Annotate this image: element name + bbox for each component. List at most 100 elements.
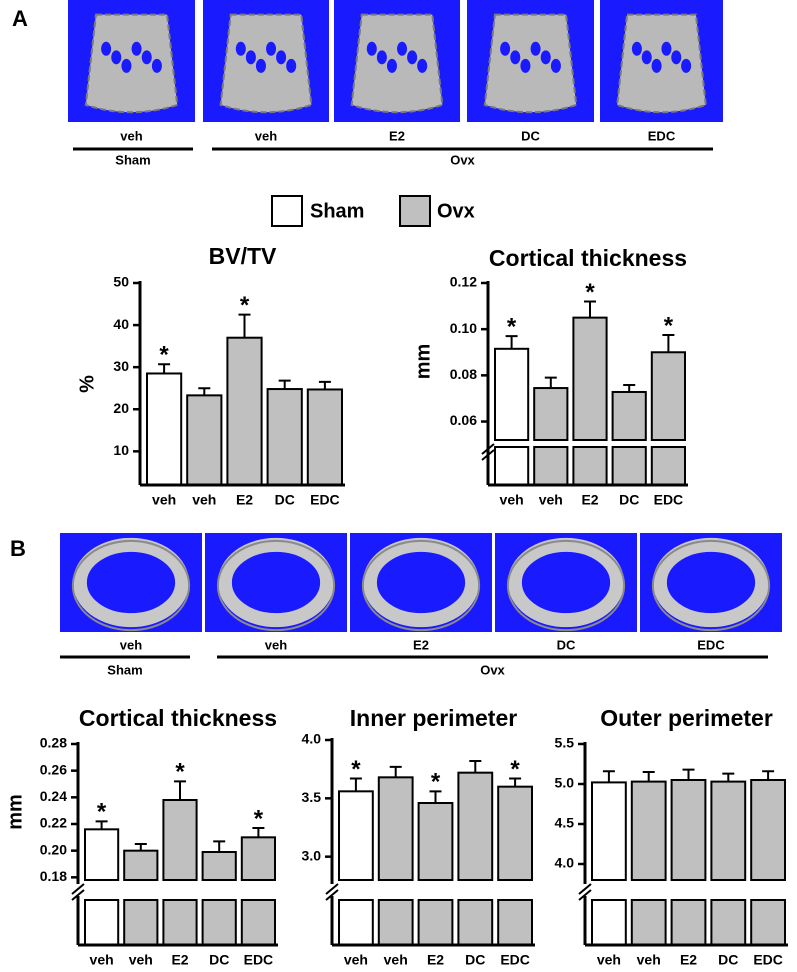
significance-mark: * bbox=[664, 312, 674, 339]
error-bar bbox=[349, 777, 362, 792]
error-bar bbox=[198, 387, 211, 396]
x-tick-label: veh bbox=[90, 952, 114, 968]
bone-pore bbox=[151, 58, 162, 73]
error-bar bbox=[389, 765, 402, 778]
bar bbox=[266, 388, 303, 486]
y-tick-label: 0.22 bbox=[40, 815, 67, 831]
bone-trabecular bbox=[350, 13, 444, 114]
bar bbox=[650, 351, 686, 441]
bar-base bbox=[84, 899, 120, 946]
error-bar bbox=[662, 333, 675, 353]
significance-mark: * bbox=[254, 805, 264, 832]
bar-base bbox=[572, 446, 608, 486]
group-label: Ovx bbox=[450, 152, 475, 167]
bar bbox=[338, 790, 374, 881]
chart-title: Outer perimeter bbox=[600, 705, 773, 731]
x-tick-label: DC bbox=[718, 952, 738, 968]
x-tick-label: veh bbox=[539, 492, 563, 508]
bar-base bbox=[240, 899, 277, 946]
x-tick-label: veh bbox=[500, 492, 524, 508]
y-tick-label: 0.20 bbox=[40, 841, 67, 857]
bar-base bbox=[338, 899, 374, 946]
bar bbox=[710, 780, 747, 881]
x-tick-label: EDC bbox=[654, 492, 684, 508]
bar bbox=[240, 836, 277, 881]
bone-pore bbox=[376, 50, 387, 65]
bone-ring-edge bbox=[216, 539, 336, 632]
bone-pore bbox=[286, 58, 297, 73]
image-label: veh bbox=[120, 637, 142, 652]
bar-base bbox=[650, 446, 686, 486]
axis-break bbox=[325, 883, 339, 901]
bar bbox=[494, 347, 530, 442]
x-tick-label: veh bbox=[344, 952, 368, 968]
error-bar bbox=[623, 384, 636, 392]
significance-mark: * bbox=[351, 756, 361, 783]
significance-mark: * bbox=[510, 756, 520, 783]
y-tick-label: 0.18 bbox=[40, 868, 67, 884]
y-axis-label: mm bbox=[4, 794, 26, 830]
bone-pore bbox=[530, 41, 541, 56]
group-label: Sham bbox=[107, 662, 142, 677]
legend-label: Sham bbox=[310, 200, 364, 222]
bone-pore bbox=[550, 58, 561, 73]
bar-base bbox=[417, 899, 454, 946]
bar bbox=[572, 316, 608, 441]
bone-pore bbox=[407, 50, 418, 65]
bar bbox=[457, 771, 494, 882]
x-tick-label: EDC bbox=[310, 492, 340, 508]
y-tick-label: 0.06 bbox=[450, 412, 477, 428]
y-tick-label: 0.24 bbox=[40, 788, 67, 804]
bone-pore bbox=[131, 41, 142, 56]
bone-pore bbox=[500, 41, 511, 56]
bone-ring-edge bbox=[361, 539, 481, 632]
x-tick-label: EDC bbox=[753, 952, 783, 968]
x-tick-label: E2 bbox=[427, 952, 444, 968]
significance-mark: * bbox=[97, 799, 107, 826]
bar-base bbox=[750, 899, 787, 946]
bone-pore bbox=[235, 41, 246, 56]
y-tick-label: 5.5 bbox=[555, 735, 575, 751]
y-tick-label: 4.5 bbox=[555, 815, 575, 831]
bar-base bbox=[457, 899, 494, 946]
bone-trabecular bbox=[219, 13, 313, 114]
image-label: veh bbox=[255, 128, 277, 143]
bone-ring bbox=[217, 537, 335, 628]
bar bbox=[611, 390, 647, 441]
x-tick-label: EDC bbox=[500, 952, 530, 968]
bone-pore bbox=[397, 41, 408, 56]
bone-ring bbox=[72, 537, 190, 628]
x-tick-label: veh bbox=[129, 952, 153, 968]
image-label: DC bbox=[557, 637, 576, 652]
bone-pore bbox=[245, 50, 256, 65]
y-tick-label: 4.0 bbox=[555, 855, 575, 871]
error-bar bbox=[429, 790, 442, 803]
axis-break bbox=[481, 443, 495, 461]
bone-pore bbox=[255, 58, 266, 73]
bone-pore bbox=[540, 50, 551, 65]
bone-pore bbox=[276, 50, 287, 65]
bar bbox=[750, 779, 787, 881]
y-tick-label: 3.0 bbox=[302, 847, 322, 863]
bone-pore bbox=[510, 50, 521, 65]
significance-mark: * bbox=[507, 313, 517, 340]
chart-title: Cortical thickness bbox=[489, 245, 687, 271]
bar bbox=[162, 799, 198, 881]
panel-label: A bbox=[12, 6, 28, 31]
bone-pore bbox=[111, 50, 122, 65]
y-tick-label: 30 bbox=[113, 358, 129, 374]
bar-base bbox=[201, 899, 237, 946]
bone-trabecular bbox=[483, 13, 578, 114]
x-tick-label: veh bbox=[384, 952, 408, 968]
bar-base bbox=[611, 446, 647, 486]
legend-swatch bbox=[399, 195, 431, 227]
error-bar bbox=[642, 771, 655, 782]
bar bbox=[497, 785, 534, 882]
error-bar bbox=[682, 768, 695, 780]
significance-mark: * bbox=[159, 342, 169, 369]
x-tick-label: DC bbox=[209, 952, 229, 968]
bar bbox=[591, 781, 627, 882]
bone-pore bbox=[631, 41, 642, 56]
bar bbox=[670, 779, 707, 881]
panel-label: B bbox=[10, 536, 26, 561]
